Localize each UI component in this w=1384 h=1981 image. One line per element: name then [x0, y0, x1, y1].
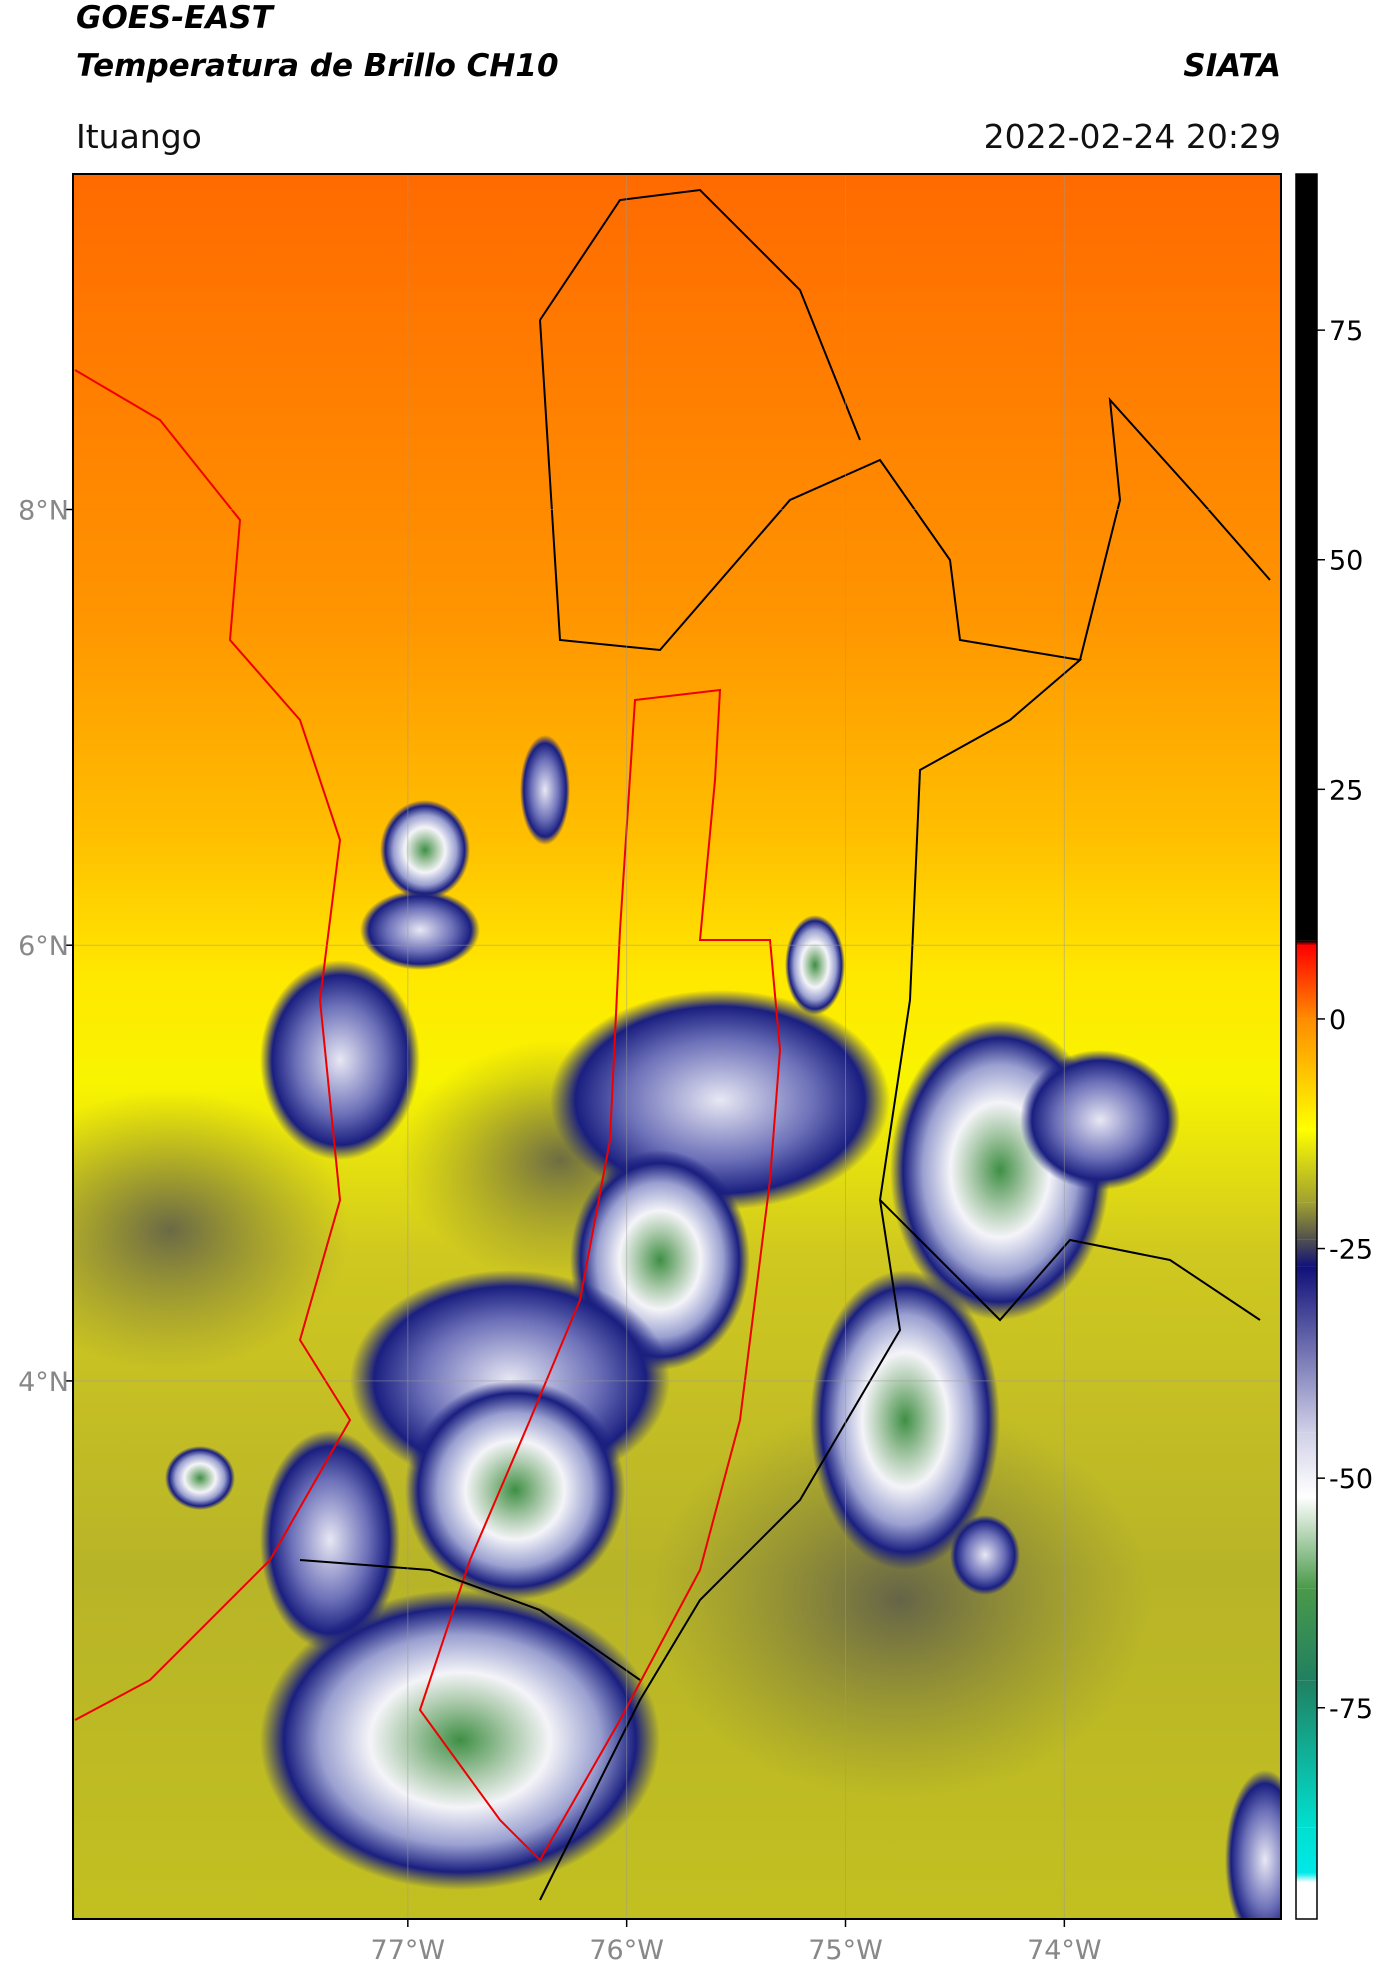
- colorbar-segment: [1296, 1873, 1317, 1883]
- map-frame: [72, 173, 1282, 1920]
- colorbar-segment: [1296, 945, 1317, 1019]
- y-tick-label: 8°N: [18, 495, 69, 526]
- colorbar-segment: [1296, 1266, 1317, 1433]
- location: Ituango: [76, 117, 202, 156]
- colorbar-tick-label: -25: [1329, 1235, 1373, 1266]
- x-tick-label: 77°W: [371, 1935, 446, 1966]
- colorbar-segment: [1296, 1018, 1317, 1130]
- colorbar-segment: [1296, 940, 1317, 946]
- colorbar: 75 50 25 0 -25 -50 -75: [1296, 174, 1373, 1919]
- colorbar-tick-label: 25: [1329, 775, 1363, 806]
- colorbar-segment: [1296, 1129, 1317, 1203]
- colorbar-tick-label: 75: [1329, 316, 1363, 347]
- colorbar-segment: [1296, 1496, 1317, 1589]
- colorbar-segment: [1296, 1239, 1317, 1267]
- colorbar-frame: [1295, 173, 1318, 1920]
- y-tick-label: 4°N: [18, 1367, 69, 1398]
- colorbar-tick-label: 0: [1329, 1005, 1346, 1036]
- map-image: [73, 174, 1281, 1919]
- colorbar-segment: [1296, 174, 1317, 941]
- colorbar-tick-label: -50: [1329, 1464, 1373, 1495]
- colorbar-segment: [1296, 1588, 1317, 1681]
- colorbar-tick-label: -75: [1329, 1694, 1373, 1725]
- y-tick-label: 6°N: [18, 931, 69, 962]
- x-tick-label: 74°W: [1027, 1935, 1102, 1966]
- org: SIATA: [1183, 48, 1281, 84]
- colorbar-segment: [1296, 1432, 1317, 1497]
- colorbar-segment: [1296, 1680, 1317, 1828]
- colorbar-segment: [1296, 1827, 1317, 1874]
- datetime: 2022-02-24 20:29: [984, 117, 1281, 156]
- x-tick-label: 75°W: [808, 1935, 883, 1966]
- grid: 77°W 76°W 75°W 74°W 8°N 6°N 4°N: [18, 174, 1281, 1966]
- subtitle: Temperatura de Brillo CH10: [76, 48, 559, 84]
- colorbar-segment: [1296, 1202, 1317, 1240]
- colorbar-tick-label: 50: [1329, 546, 1363, 577]
- colorbar-segment: [1296, 1882, 1317, 1919]
- x-tick-label: 76°W: [589, 1935, 664, 1966]
- title: GOES-EAST: [76, 0, 276, 36]
